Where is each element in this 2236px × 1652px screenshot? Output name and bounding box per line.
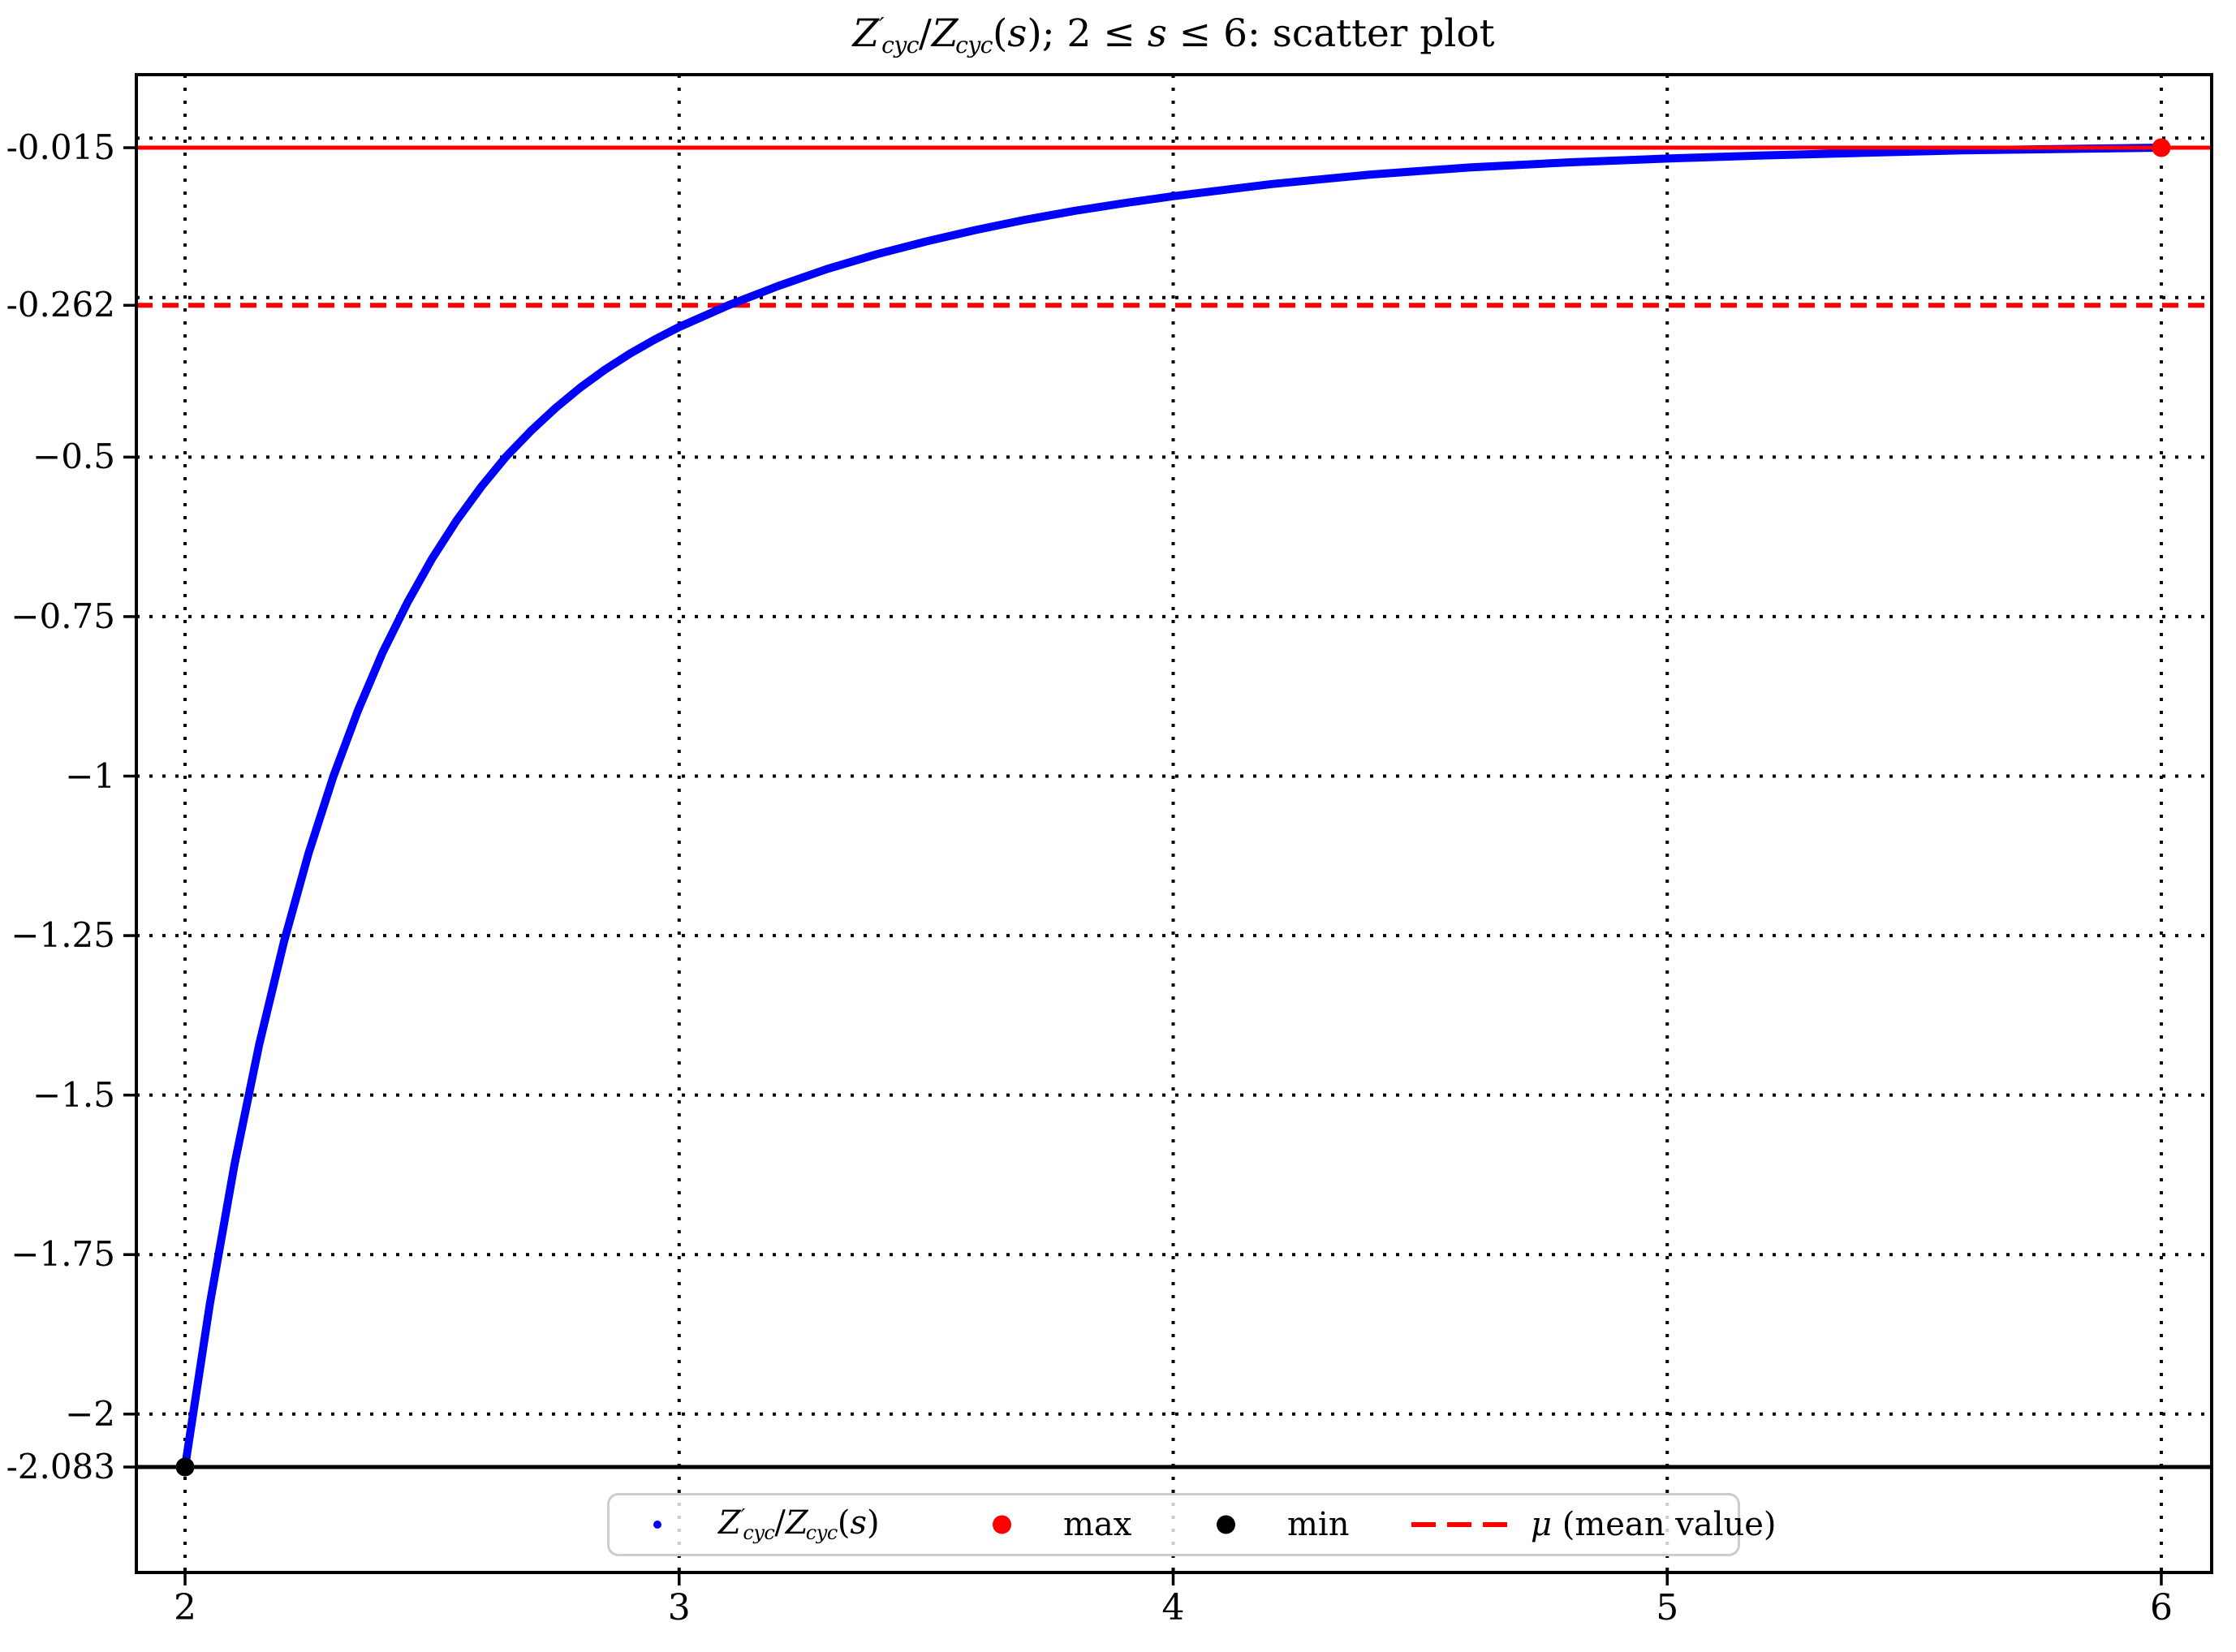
grid xyxy=(136,75,2212,1572)
x-tick-label: 4 xyxy=(1161,1587,1185,1628)
title-svar2: s xyxy=(1147,11,1167,56)
x-tick-label: 6 xyxy=(2149,1587,2173,1628)
title-tail: ≤ 6: scatter plot xyxy=(1166,11,1495,56)
y-tick-label: −1.25 xyxy=(11,915,115,956)
legend: Z′cyc/Zcyc(s) max min μ (mean value) xyxy=(607,1493,1777,1556)
x-tick-label: 5 xyxy=(1656,1587,1679,1628)
y-tick-label: -2.083 xyxy=(6,1447,115,1487)
tick-marks xyxy=(123,146,2163,1585)
legend-mean-label: μ (mean value) xyxy=(1531,1506,1777,1543)
y-tick-label: −0.5 xyxy=(32,437,115,477)
legend-series-marker-icon xyxy=(653,1521,661,1529)
y-tick-label: -0.262 xyxy=(6,285,115,325)
x-tick-label: 3 xyxy=(667,1587,691,1628)
legend-min-label: min xyxy=(1287,1506,1350,1543)
y-tick-label: −2 xyxy=(65,1393,115,1434)
legend-max-label: max xyxy=(1063,1506,1132,1543)
max-point xyxy=(2152,138,2171,157)
y-tick-label: −1.75 xyxy=(11,1234,115,1275)
title-svar: s xyxy=(1007,11,1028,56)
title-sub1: cyc xyxy=(881,32,919,59)
title-slash: / xyxy=(918,11,932,56)
legend-mean-dash-icon xyxy=(1411,1522,1507,1527)
chart-title: Z′cyc/Zcyc(s); 2 ≤ s ≤ 6: scatter plot xyxy=(852,11,1494,59)
title-prime: ′ xyxy=(879,12,885,40)
title-z1: Z xyxy=(852,11,880,56)
x-tick-label: 2 xyxy=(174,1587,197,1628)
title-z2: Z xyxy=(931,11,959,56)
title-mid: ); 2 ≤ xyxy=(1027,11,1148,56)
min-point xyxy=(175,1457,195,1477)
title-open: ( xyxy=(992,11,1008,56)
scatter-curve xyxy=(181,144,2165,1471)
legend-max-marker-icon xyxy=(993,1515,1011,1534)
y-tick-label: −1.5 xyxy=(32,1074,115,1115)
y-tick-label: -0.015 xyxy=(6,127,115,168)
legend-series-label: Z′cyc/Zcyc(s) xyxy=(718,1504,880,1545)
y-tick-label: −0.75 xyxy=(11,596,115,636)
y-tick-label: −1 xyxy=(65,755,115,796)
title-sub2: cyc xyxy=(955,32,993,59)
legend-min-marker-icon xyxy=(1217,1515,1235,1534)
